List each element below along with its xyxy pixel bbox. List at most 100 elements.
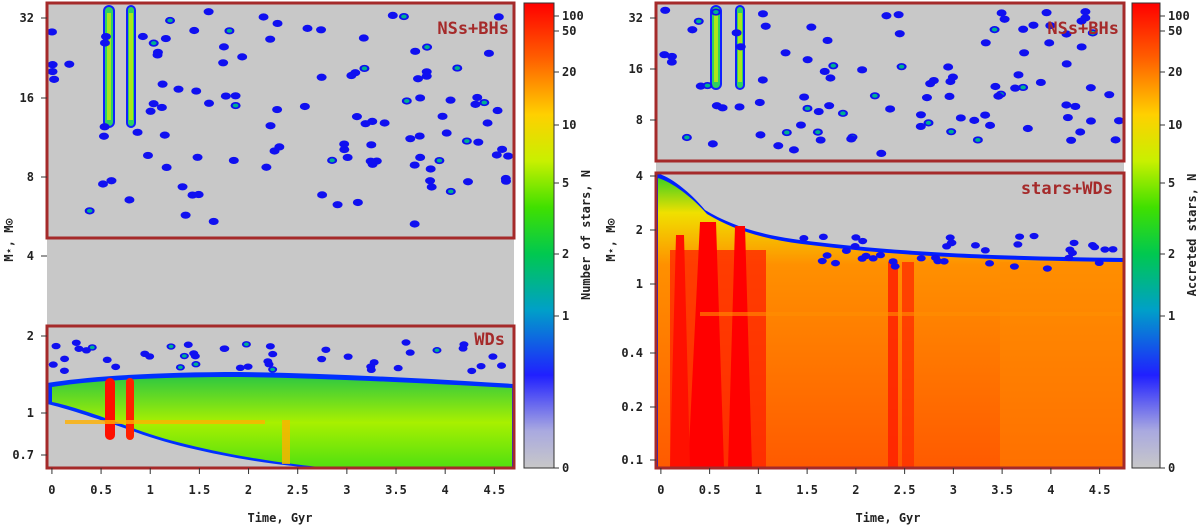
left-nsbh-dot — [47, 28, 57, 36]
left-nsbh-dot — [491, 151, 502, 159]
left-nsbh-dot — [339, 145, 350, 154]
right-y-tick-label: 2 — [636, 223, 643, 237]
right-x-tick-label: 3 — [950, 483, 957, 497]
right-colorbar-tick-label: 10 — [1168, 118, 1182, 132]
right-colorbar-tick-label: 20 — [1168, 65, 1182, 79]
left-nsbh-dot — [47, 67, 58, 76]
right-x-tick-label: 2.5 — [894, 483, 916, 497]
right-x-tick-label: 4.5 — [1089, 483, 1111, 497]
left-nsbh-dot — [387, 11, 398, 20]
left-nsbh-dot — [445, 96, 456, 104]
right-y-tick-label: 1 — [636, 277, 643, 291]
right-nsbh-dot-core — [975, 137, 981, 142]
left-nsbh-dot — [473, 138, 484, 146]
left-colorbar-label: Number of stars, N — [579, 170, 593, 300]
right-nsbh-dot — [943, 63, 954, 71]
right-star-dot — [888, 258, 898, 265]
left-panel: NSs+BHs WDs 32 16 8 4 2 1 0.7 0 0.5 1 1.5 2 2.5 3 3.5… — [2, 1, 516, 525]
right-star-red-streak-2 — [902, 262, 914, 468]
left-nsbh-dot — [299, 102, 310, 111]
right-star-marks — [799, 232, 1118, 272]
left-nsbh-dot — [106, 177, 117, 185]
left-nsbh-dot — [360, 120, 371, 128]
right-star-dot — [817, 257, 827, 265]
right-nsbh-dot — [1070, 102, 1081, 111]
right-nsbh-dot — [822, 36, 833, 45]
left-x-tick-label: 1 — [147, 483, 154, 497]
right-nsbh-dot — [819, 67, 830, 76]
left-wd-dot-core — [434, 348, 440, 353]
right-y-tick-label: 32 — [629, 11, 643, 25]
left-nsbh-marks — [47, 5, 514, 228]
right-y-tick-label: 8 — [636, 113, 643, 127]
left-nsbh-column-highlight — [129, 13, 133, 120]
left-colorbar-scale — [523, 2, 555, 469]
left-nsbh-dot — [272, 19, 283, 28]
left-nsbh-dot-core — [436, 158, 443, 163]
left-nsbh-dot — [137, 32, 148, 41]
left-x-tick-label: 2.5 — [287, 483, 309, 497]
left-x-tick-label: 1.5 — [189, 483, 211, 497]
right-star-dot — [858, 237, 868, 245]
right-nsbh-dot-core — [1020, 85, 1026, 90]
right-nsbh-dot — [1022, 124, 1033, 133]
left-nsbh-dot — [414, 132, 425, 140]
right-star-dot — [1042, 265, 1052, 272]
right-nsbh-dot — [893, 11, 904, 19]
right-colorbar-tick-label: 100 — [1168, 9, 1190, 23]
left-nsbh-dot — [274, 143, 285, 151]
right-star-dot — [1029, 232, 1039, 240]
left-nsbh-dot — [97, 180, 108, 188]
right-nsbh-dot — [955, 114, 966, 122]
right-nsbh-dot — [1044, 39, 1055, 47]
left-wd-hot-streak-1 — [105, 378, 115, 440]
left-wd-dot — [366, 366, 376, 374]
left-nsbh-dot — [492, 106, 503, 115]
left-wd-dot-core — [181, 354, 187, 358]
left-wd-dot — [488, 353, 498, 360]
right-nsbh-dot — [757, 76, 768, 84]
right-star-dot — [1108, 246, 1118, 253]
right-nsbh-dot — [1114, 117, 1124, 125]
right-bottom-region-frame — [654, 171, 1126, 470]
left-nsbh-dot — [193, 190, 204, 199]
left-nsbh-dot-core — [454, 66, 461, 71]
right-nsbh-dot — [1104, 91, 1115, 99]
right-star-heatmap — [656, 173, 1124, 468]
right-star-dot — [1065, 246, 1075, 253]
left-nsbh-dot — [493, 13, 504, 21]
left-nsbh-dot-core — [481, 100, 488, 105]
left-nsbh-dot-core — [424, 45, 430, 50]
left-x-tick-label: 3.5 — [385, 483, 407, 497]
right-nsbh-column-highlight — [714, 13, 718, 82]
left-nsbh-dot — [367, 160, 378, 168]
right-nsbh-dot — [824, 102, 835, 110]
right-nsbh-dot — [915, 122, 926, 131]
right-nsbh-dot — [815, 136, 826, 144]
right-nsbh-dot — [1066, 136, 1077, 144]
left-wd-dot — [343, 353, 353, 360]
right-nsbh-dot-core — [784, 130, 790, 135]
right-nsbh-dot — [717, 104, 728, 112]
left-wd-dot — [183, 341, 193, 348]
right-colorbar-label: Accreted stars, N — [1185, 174, 1199, 297]
left-nsbh-dot — [366, 141, 377, 149]
left-nsbh-dot — [379, 119, 390, 127]
right-region-label-stars: stars+WDs — [1021, 179, 1113, 199]
right-star-dot — [931, 254, 941, 261]
left-wd-dot — [405, 349, 415, 356]
left-colorbar-tick-label: 20 — [562, 65, 576, 79]
right-nsbh-dot-core — [898, 64, 905, 69]
left-nsbh-dot-core — [448, 189, 454, 194]
right-star-dot — [1064, 254, 1074, 262]
right-nsbh-dot-core — [684, 135, 690, 140]
left-y-tick-label: 16 — [20, 91, 34, 105]
left-x-axis-label: Time, Gyr — [247, 511, 312, 525]
right-nsbh-dot — [799, 93, 810, 101]
right-star-dot — [875, 251, 885, 259]
left-nsbh-dot — [177, 183, 188, 191]
left-nsbh-dot — [100, 32, 111, 41]
left-region-label-nsbh: NSs+BHs — [437, 19, 509, 39]
left-nsbh-dot — [302, 24, 313, 32]
